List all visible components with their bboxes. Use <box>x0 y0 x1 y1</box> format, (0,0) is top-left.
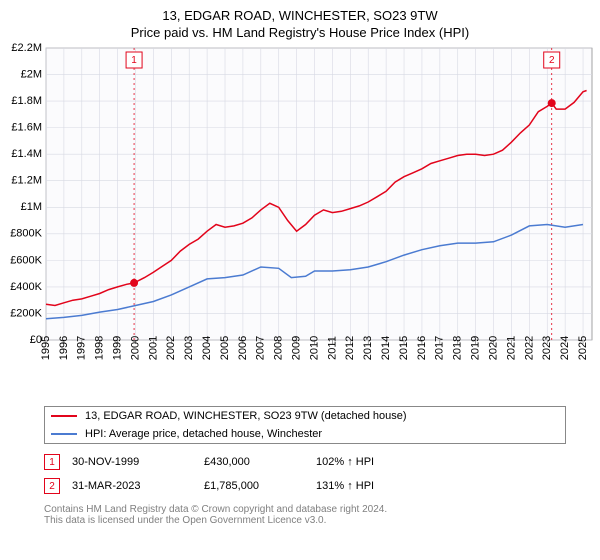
svg-text:2020: 2020 <box>487 336 499 360</box>
svg-text:2011: 2011 <box>326 336 338 360</box>
svg-text:2019: 2019 <box>470 336 482 360</box>
svg-text:2005: 2005 <box>219 336 231 360</box>
sale-date: 31-MAR-2023 <box>72 480 192 492</box>
svg-text:1: 1 <box>131 55 137 66</box>
svg-text:2010: 2010 <box>308 336 320 360</box>
svg-text:£800K: £800K <box>10 228 42 240</box>
svg-text:2001: 2001 <box>147 336 159 360</box>
sale-relative: 131% ↑ HPI <box>316 480 426 492</box>
legend: 13, EDGAR ROAD, WINCHESTER, SO23 9TW (de… <box>44 406 566 444</box>
legend-row: HPI: Average price, detached house, Winc… <box>45 425 565 443</box>
svg-text:2022: 2022 <box>523 336 535 360</box>
sale-marker-box: 1 <box>44 454 60 470</box>
sale-row: 1 30-NOV-1999 £430,000 102% ↑ HPI <box>44 450 564 474</box>
attribution-line2: This data is licensed under the Open Gov… <box>44 515 564 526</box>
legend-swatch <box>51 433 77 435</box>
svg-text:2004: 2004 <box>201 336 213 360</box>
svg-text:2016: 2016 <box>416 336 428 360</box>
svg-text:£200K: £200K <box>10 307 42 319</box>
svg-text:2002: 2002 <box>165 336 177 360</box>
legend-row: 13, EDGAR ROAD, WINCHESTER, SO23 9TW (de… <box>45 407 565 425</box>
svg-text:£2M: £2M <box>21 68 42 80</box>
chart-title: 13, EDGAR ROAD, WINCHESTER, SO23 9TW <box>0 8 600 23</box>
svg-text:2012: 2012 <box>344 336 356 360</box>
svg-text:1995: 1995 <box>40 336 52 360</box>
legend-swatch <box>51 415 77 417</box>
legend-label: 13, EDGAR ROAD, WINCHESTER, SO23 9TW (de… <box>85 410 407 422</box>
svg-text:1997: 1997 <box>76 336 88 360</box>
svg-text:2: 2 <box>549 55 555 66</box>
svg-text:1996: 1996 <box>58 336 70 360</box>
attribution-line1: Contains HM Land Registry data © Crown c… <box>44 504 564 515</box>
sale-row: 2 31-MAR-2023 £1,785,000 131% ↑ HPI <box>44 474 564 498</box>
svg-text:2006: 2006 <box>237 336 249 360</box>
chart-subtitle: Price paid vs. HM Land Registry's House … <box>0 25 600 40</box>
line-chart: £0£200K£400K£600K£800K£1M£1.2M£1.4M£1.6M… <box>0 40 600 400</box>
svg-text:2014: 2014 <box>380 336 392 360</box>
svg-text:£400K: £400K <box>10 281 42 293</box>
svg-text:£2.2M: £2.2M <box>11 42 42 54</box>
svg-text:£1.4M: £1.4M <box>11 148 42 160</box>
sale-date: 30-NOV-1999 <box>72 456 192 468</box>
svg-text:2013: 2013 <box>362 336 374 360</box>
svg-text:2003: 2003 <box>183 336 195 360</box>
svg-text:£600K: £600K <box>10 254 42 266</box>
legend-label: HPI: Average price, detached house, Winc… <box>85 428 322 440</box>
svg-text:£1.2M: £1.2M <box>11 175 42 187</box>
svg-text:£1.8M: £1.8M <box>11 95 42 107</box>
svg-text:2015: 2015 <box>398 336 410 360</box>
sale-relative: 102% ↑ HPI <box>316 456 426 468</box>
svg-text:2017: 2017 <box>434 336 446 360</box>
svg-text:2024: 2024 <box>559 336 571 360</box>
sale-marker-box: 2 <box>44 478 60 494</box>
svg-text:2000: 2000 <box>129 336 141 360</box>
svg-text:2008: 2008 <box>273 336 285 360</box>
svg-text:1999: 1999 <box>112 336 124 360</box>
svg-text:£1.6M: £1.6M <box>11 122 42 134</box>
svg-text:2025: 2025 <box>577 336 589 360</box>
svg-text:2007: 2007 <box>255 336 267 360</box>
svg-text:1998: 1998 <box>94 336 106 360</box>
svg-text:2009: 2009 <box>291 336 303 360</box>
svg-text:£1M: £1M <box>21 201 42 213</box>
svg-text:2021: 2021 <box>505 336 517 360</box>
svg-text:2018: 2018 <box>452 336 464 360</box>
attribution-text: Contains HM Land Registry data © Crown c… <box>44 504 564 526</box>
sale-price: £430,000 <box>204 456 304 468</box>
sales-table: 1 30-NOV-1999 £430,000 102% ↑ HPI 2 31-MAR-20… <box>44 450 564 498</box>
sale-price: £1,785,000 <box>204 480 304 492</box>
